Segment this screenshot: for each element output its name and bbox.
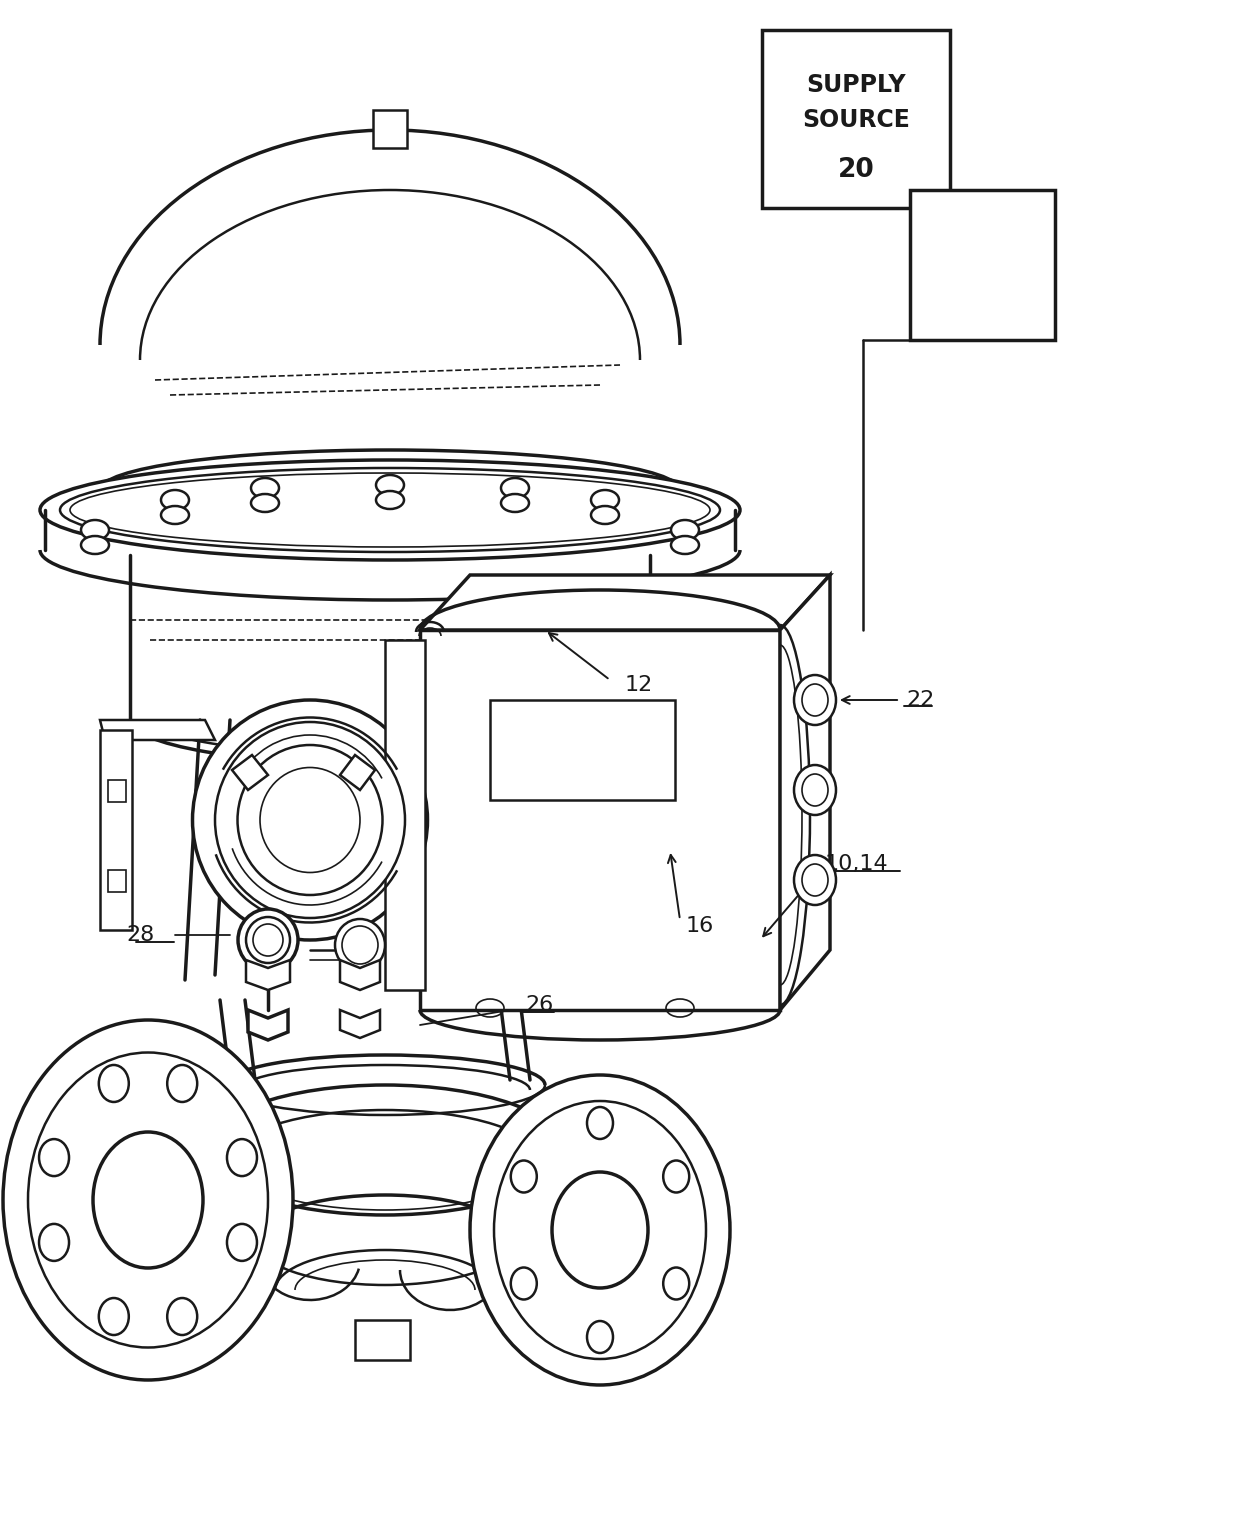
Ellipse shape — [587, 1320, 613, 1353]
Text: 10,14: 10,14 — [825, 854, 889, 874]
Ellipse shape — [671, 520, 699, 540]
Ellipse shape — [470, 1076, 730, 1385]
Ellipse shape — [192, 701, 428, 939]
Text: 30: 30 — [301, 809, 329, 829]
Ellipse shape — [250, 494, 279, 513]
Ellipse shape — [238, 909, 298, 972]
Text: 26: 26 — [525, 994, 553, 1014]
Bar — [620, 871, 639, 892]
Bar — [910, 190, 1055, 340]
Ellipse shape — [38, 1224, 69, 1261]
Ellipse shape — [227, 1140, 257, 1177]
Text: 22: 22 — [906, 690, 934, 710]
Bar — [620, 780, 639, 802]
Ellipse shape — [794, 855, 836, 906]
Bar — [615, 730, 647, 930]
Ellipse shape — [2, 1021, 293, 1380]
Ellipse shape — [100, 450, 680, 529]
Polygon shape — [340, 1010, 379, 1037]
Bar — [355, 1320, 410, 1360]
Text: 20: 20 — [838, 158, 874, 184]
Ellipse shape — [376, 474, 404, 496]
Ellipse shape — [81, 520, 109, 540]
Text: 12: 12 — [625, 675, 653, 695]
Ellipse shape — [227, 1224, 257, 1261]
Ellipse shape — [663, 1160, 689, 1192]
Ellipse shape — [40, 461, 740, 560]
Text: 28: 28 — [126, 926, 155, 946]
Polygon shape — [248, 1010, 288, 1040]
Polygon shape — [340, 959, 379, 990]
Bar — [490, 701, 675, 800]
Bar — [108, 871, 126, 892]
Polygon shape — [525, 721, 650, 741]
Polygon shape — [232, 754, 268, 789]
Ellipse shape — [501, 494, 529, 513]
Ellipse shape — [38, 1140, 69, 1177]
Ellipse shape — [161, 506, 188, 523]
Ellipse shape — [794, 675, 836, 725]
Polygon shape — [246, 959, 290, 990]
Ellipse shape — [511, 1267, 537, 1299]
Ellipse shape — [511, 1160, 537, 1192]
Ellipse shape — [167, 1065, 197, 1102]
Text: 16: 16 — [686, 916, 714, 936]
Ellipse shape — [99, 1065, 129, 1102]
Bar — [100, 730, 131, 930]
Ellipse shape — [663, 1267, 689, 1299]
Polygon shape — [420, 575, 830, 630]
Ellipse shape — [671, 536, 699, 554]
Ellipse shape — [587, 1108, 613, 1138]
Ellipse shape — [246, 916, 290, 962]
Bar — [384, 640, 425, 990]
Polygon shape — [340, 754, 374, 789]
Ellipse shape — [99, 1297, 129, 1336]
Ellipse shape — [591, 490, 619, 509]
Ellipse shape — [335, 920, 384, 972]
Ellipse shape — [215, 722, 405, 918]
Ellipse shape — [81, 536, 109, 554]
Ellipse shape — [376, 491, 404, 509]
Bar — [373, 110, 407, 148]
Ellipse shape — [161, 490, 188, 509]
Ellipse shape — [167, 1297, 197, 1336]
Bar — [763, 31, 950, 208]
Polygon shape — [100, 721, 215, 741]
Bar — [420, 630, 780, 1010]
Ellipse shape — [591, 506, 619, 523]
Bar — [108, 780, 126, 802]
Ellipse shape — [250, 477, 279, 497]
Ellipse shape — [794, 765, 836, 815]
Text: SUPPLY: SUPPLY — [806, 73, 905, 96]
Polygon shape — [780, 575, 830, 1010]
Text: SOURCE: SOURCE — [802, 109, 910, 132]
Ellipse shape — [501, 477, 529, 497]
